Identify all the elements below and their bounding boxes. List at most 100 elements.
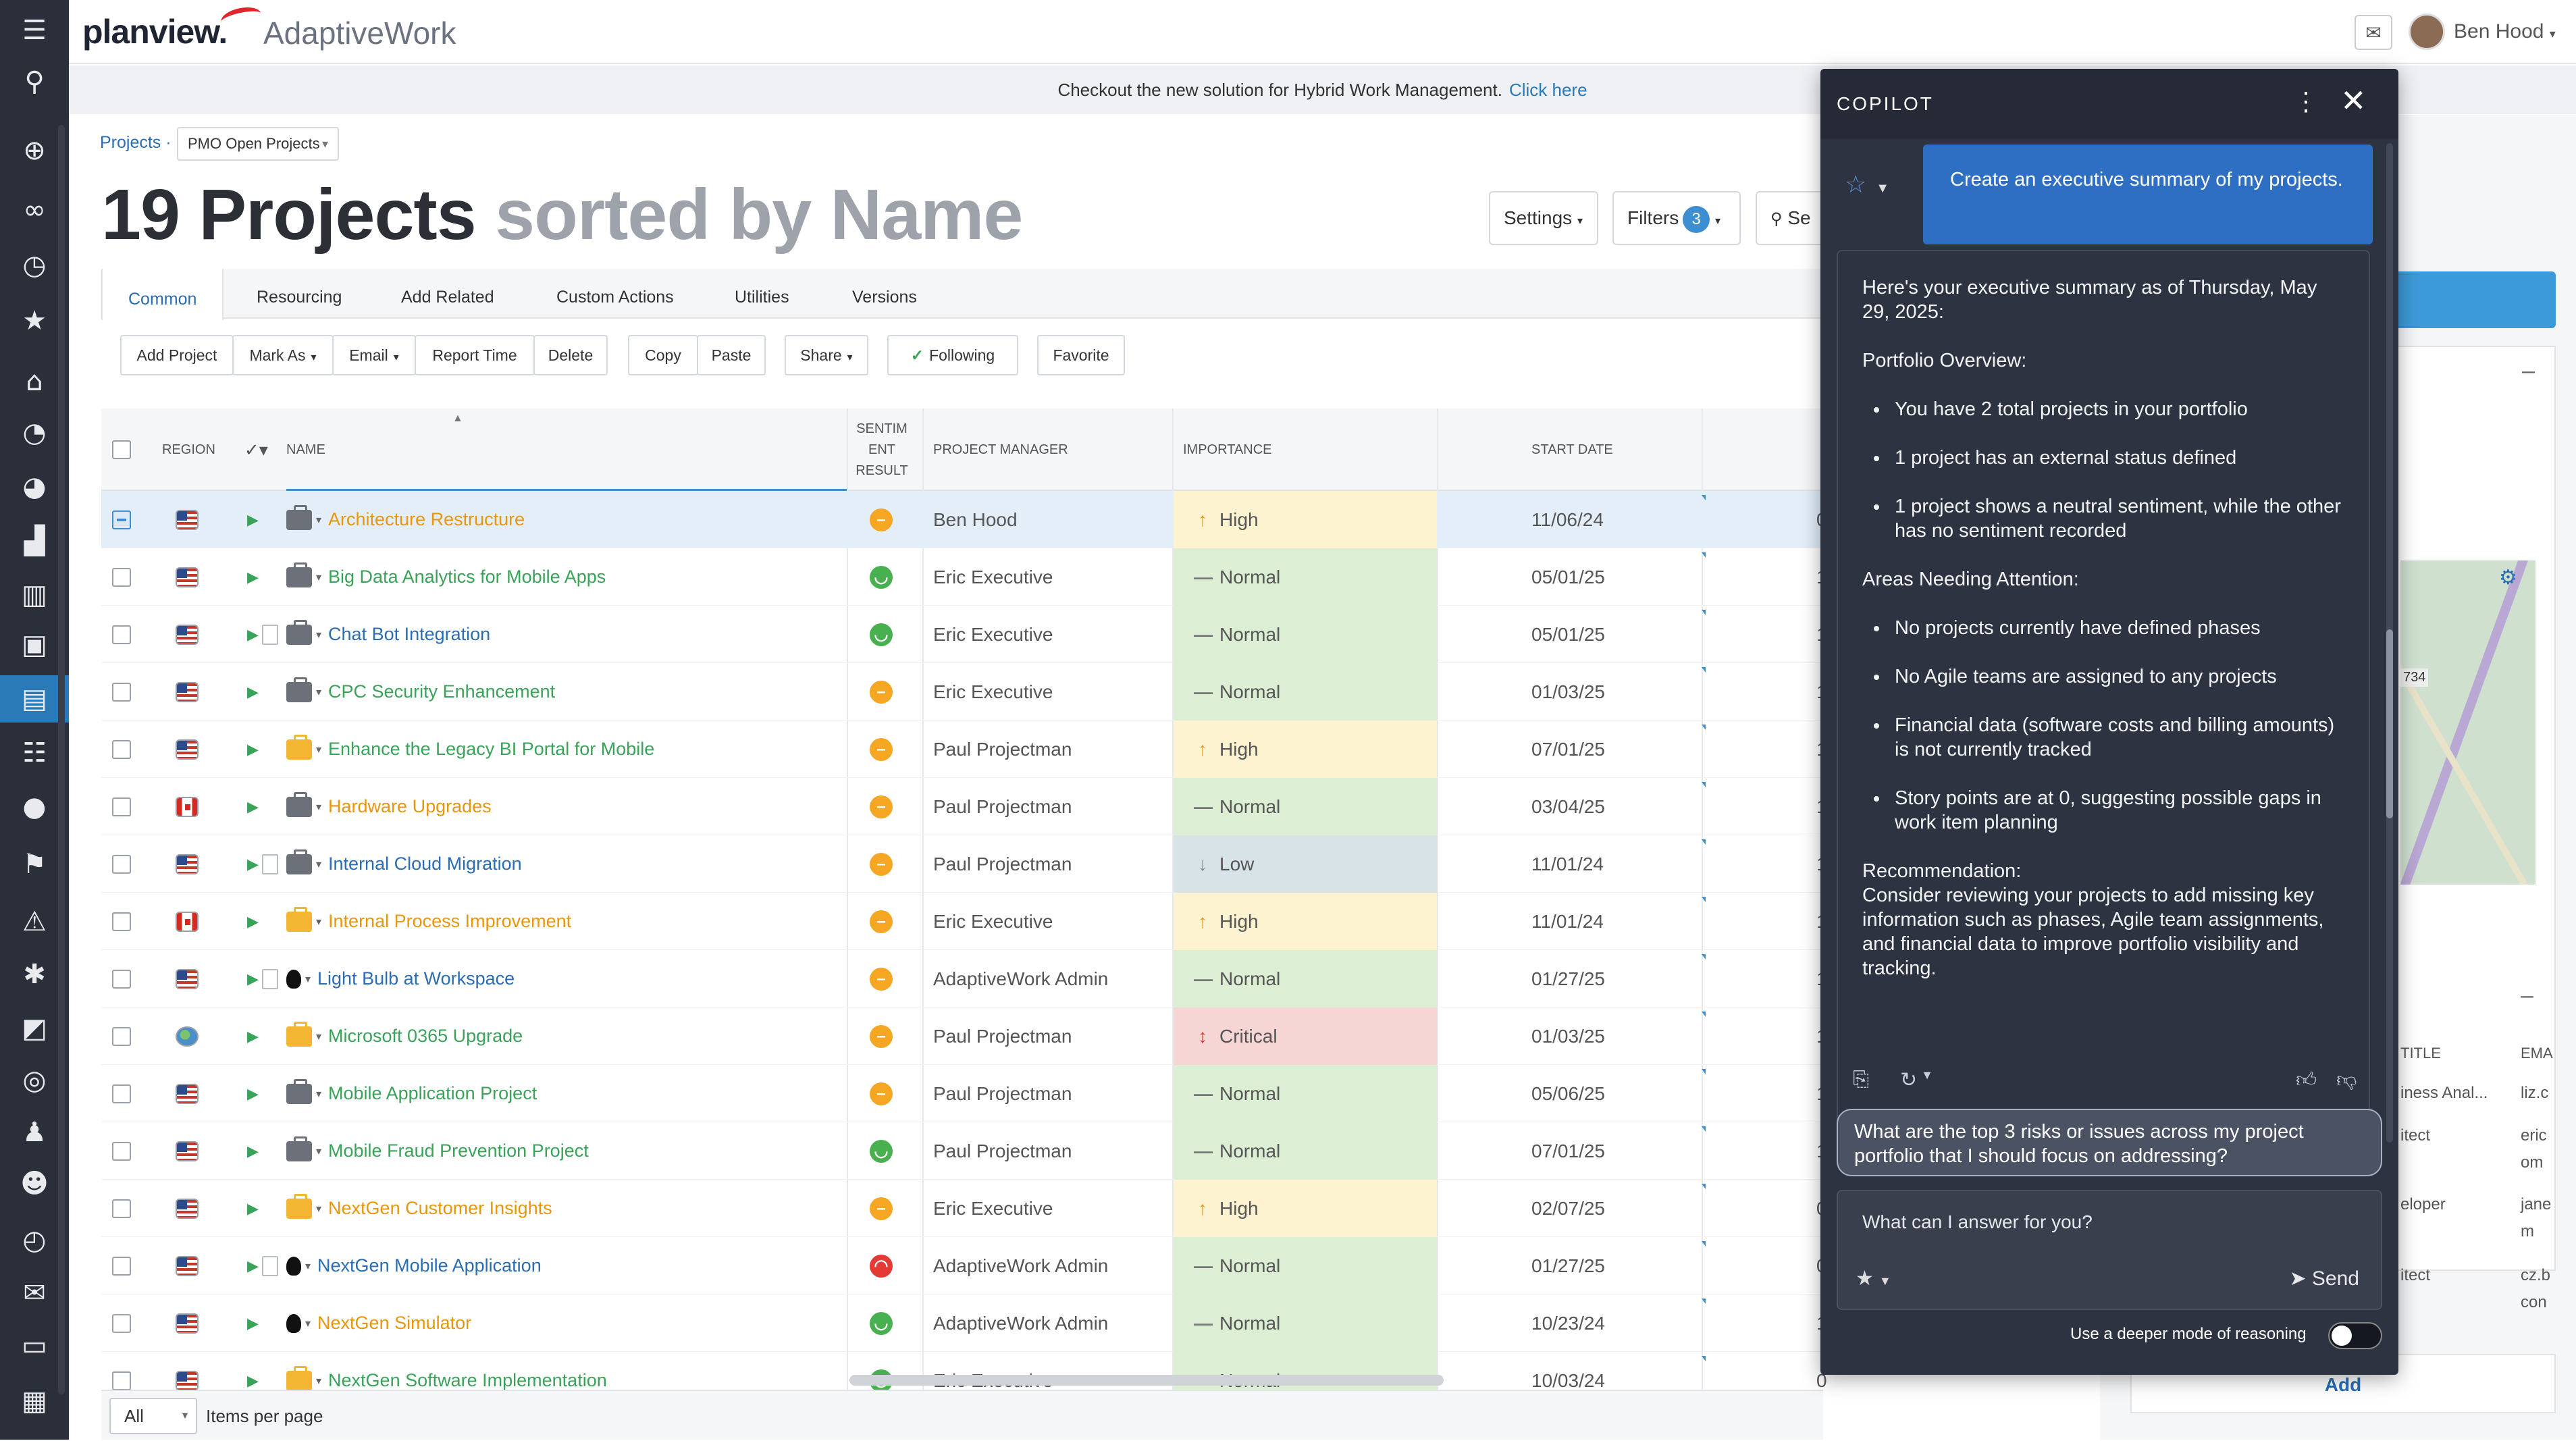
following-button[interactable]: ✓ Following xyxy=(887,335,1018,375)
collapse-icon[interactable]: – xyxy=(2521,983,2533,1008)
suggested-prompt[interactable]: What are the top 3 risks or issues acros… xyxy=(1837,1109,2382,1176)
project-name-link[interactable]: Chat Bot Integration xyxy=(328,624,491,644)
column-chooser-icon[interactable]: ✓▾ xyxy=(244,439,268,460)
row-menu-icon[interactable]: ▾ xyxy=(316,629,322,641)
paste-button[interactable]: Paste xyxy=(697,335,766,375)
copilot-scrollbar[interactable] xyxy=(2386,143,2393,1143)
row-menu-icon[interactable]: ▾ xyxy=(316,571,322,583)
row-menu-icon[interactable]: ▾ xyxy=(305,1260,311,1272)
table-row[interactable]: ▶ ▾ Big Data Analytics for Mobile Apps ◡ Eri… xyxy=(101,548,1827,606)
project-name-link[interactable]: Mobile Fraud Prevention Project xyxy=(328,1141,589,1161)
row-checkbox[interactable] xyxy=(112,1352,131,1409)
project-name-cell[interactable]: ▾ NextGen Simulator xyxy=(286,1294,471,1352)
map-settings-icon[interactable]: ⚙ xyxy=(2499,567,2517,589)
table-row[interactable]: ▶ ▾ Hardware Upgrades – Paul Projectman — Norm… xyxy=(101,778,1827,835)
more-options-icon[interactable]: ⋮ xyxy=(2293,88,2319,116)
thumbs-up-icon[interactable]: 👍︎ xyxy=(2296,1069,2317,1091)
delete-button[interactable]: Delete xyxy=(533,335,608,375)
project-name-link[interactable]: Hardware Upgrades xyxy=(328,796,492,816)
row-checkbox[interactable] xyxy=(112,1065,131,1122)
user-icon[interactable]: ♟ xyxy=(22,1117,47,1148)
table-row[interactable]: ▶ ▾ Internal Cloud Migration – Paul Projectm… xyxy=(101,835,1827,893)
expand-row-icon[interactable]: ▶ xyxy=(247,970,259,987)
team-icon[interactable]: ☻ xyxy=(20,1168,49,1199)
tab-utilities[interactable]: Utilities xyxy=(735,288,789,307)
row-menu-icon[interactable]: ▾ xyxy=(305,973,311,985)
expand-row-icon[interactable]: ▶ xyxy=(247,797,259,815)
column-name[interactable]: NAME xyxy=(286,442,325,457)
project-name-cell[interactable]: ▾ NextGen Customer Insights xyxy=(286,1180,552,1237)
dashboard-icon[interactable]: ◔ xyxy=(22,417,47,448)
project-name-link[interactable]: Enhance the Legacy BI Portal for Mobile xyxy=(328,739,655,759)
expand-row-icon[interactable]: ▶ xyxy=(247,912,259,930)
expand-row-icon[interactable]: ▶ xyxy=(247,568,259,585)
table-row[interactable]: ▶ ▾ Mobile Application Project – Paul Projec… xyxy=(101,1065,1827,1122)
project-name-cell[interactable]: ▾ Mobile Application Project xyxy=(286,1065,537,1122)
table-row[interactable]: ▶ ▾ Chat Bot Integration ◡ Eric Executive — No… xyxy=(101,606,1827,663)
copilot-input[interactable]: What can I answer for you? xyxy=(1862,1211,2093,1232)
inbox-icon[interactable]: ▭ xyxy=(22,1330,47,1361)
history-icon[interactable]: ◷ xyxy=(22,250,47,281)
row-menu-icon[interactable]: ▾ xyxy=(316,801,322,813)
deep-reasoning-toggle[interactable] xyxy=(2328,1322,2382,1349)
regenerate-icon[interactable]: ↻ ▼ xyxy=(1900,1068,1933,1091)
project-name-link[interactable]: NextGen Customer Insights xyxy=(328,1198,552,1218)
items-per-page-select[interactable]: All ▾ xyxy=(109,1398,197,1434)
mark-as-button[interactable]: Mark As ▾ xyxy=(232,335,334,375)
add-project-button[interactable]: Add Project xyxy=(120,335,234,375)
project-name-cell[interactable]: ▾ Microsoft 0365 Upgrade xyxy=(286,1007,523,1065)
row-menu-icon[interactable]: ▾ xyxy=(316,514,322,526)
tasks-icon[interactable]: ☷ xyxy=(22,737,47,768)
table-row[interactable]: ▶ ▾ NextGen Customer Insights – Eric Executi… xyxy=(101,1180,1827,1237)
hamburger-menu-icon[interactable]: ☰ xyxy=(22,15,47,46)
column-project-manager[interactable]: PROJECT MANAGER xyxy=(933,442,1068,457)
expand-row-icon[interactable]: ▶ xyxy=(247,625,259,643)
avatar[interactable] xyxy=(2409,14,2445,50)
project-name-link[interactable]: Big Data Analytics for Mobile Apps xyxy=(328,567,606,587)
row-menu-icon[interactable]: ▾ xyxy=(316,743,322,756)
project-name-link[interactable]: NextGen Simulator xyxy=(317,1313,472,1333)
email-button[interactable]: Email ▾ xyxy=(332,335,416,375)
row-checkbox[interactable] xyxy=(112,663,131,720)
project-name-cell[interactable]: ▾ Internal Cloud Migration xyxy=(286,835,522,893)
column-region[interactable]: REGION xyxy=(162,442,215,457)
table-row[interactable]: ▶ ▾ Enhance the Legacy BI Portal for Mobil… xyxy=(101,720,1827,778)
infinity-icon[interactable]: ∞ xyxy=(23,194,46,226)
table-row[interactable]: ▶ ▾ NextGen Mobile Application ◠ AdaptiveWor… xyxy=(101,1237,1827,1294)
prompt-library-icon[interactable]: ★ ▼ xyxy=(1856,1267,1891,1290)
project-name-cell[interactable]: ▾ Hardware Upgrades xyxy=(286,778,492,835)
panel-action-button[interactable] xyxy=(2384,271,2556,328)
star-icon[interactable]: ★ xyxy=(22,305,47,336)
row-checkbox[interactable] xyxy=(112,1294,131,1352)
projects-icon[interactable]: ▤ xyxy=(0,675,69,723)
project-name-link[interactable]: NextGen Software Implementation xyxy=(328,1370,607,1390)
project-name-link[interactable]: Internal Process Improvement xyxy=(328,911,572,931)
row-checkbox[interactable] xyxy=(112,720,131,778)
breadcrumb[interactable]: Projects · xyxy=(100,133,172,152)
timer-icon[interactable]: ◴ xyxy=(22,1225,47,1256)
expand-row-icon[interactable]: ▶ xyxy=(247,683,259,700)
add-icon[interactable]: ⊕ xyxy=(23,135,46,166)
document-icon[interactable] xyxy=(262,835,278,893)
project-name-cell[interactable]: ▾ Big Data Analytics for Mobile Apps xyxy=(286,548,606,606)
report-time-button[interactable]: Report Time xyxy=(415,335,535,375)
row-menu-icon[interactable]: ▾ xyxy=(316,686,322,698)
project-name-cell[interactable]: ▾ NextGen Mobile Application xyxy=(286,1237,542,1294)
row-menu-icon[interactable]: ▾ xyxy=(316,1030,322,1043)
project-name-link[interactable]: Internal Cloud Migration xyxy=(328,854,522,874)
document-icon[interactable] xyxy=(262,606,278,663)
project-name-link[interactable]: Light Bulb at Workspace xyxy=(317,968,515,989)
view-selector[interactable]: PMO Open Projects ▾ xyxy=(177,127,339,161)
project-name-cell[interactable]: ▾ Light Bulb at Workspace xyxy=(286,950,515,1007)
row-checkbox[interactable] xyxy=(112,893,131,950)
ideas-icon[interactable]: ● xyxy=(22,791,47,822)
project-name-cell[interactable]: ▾ Mobile Fraud Prevention Project xyxy=(286,1122,589,1180)
row-checkbox[interactable] xyxy=(112,548,131,606)
home-icon[interactable]: ⌂ xyxy=(26,366,43,397)
expand-row-icon[interactable]: ▶ xyxy=(247,1199,259,1217)
close-icon[interactable]: ✕ xyxy=(2340,83,2367,118)
layout-icon[interactable]: ▦ xyxy=(22,1386,47,1417)
document-icon[interactable] xyxy=(262,1237,278,1294)
settings-button[interactable]: Settings ▾ xyxy=(1489,191,1598,245)
row-checkbox[interactable] xyxy=(112,835,131,893)
